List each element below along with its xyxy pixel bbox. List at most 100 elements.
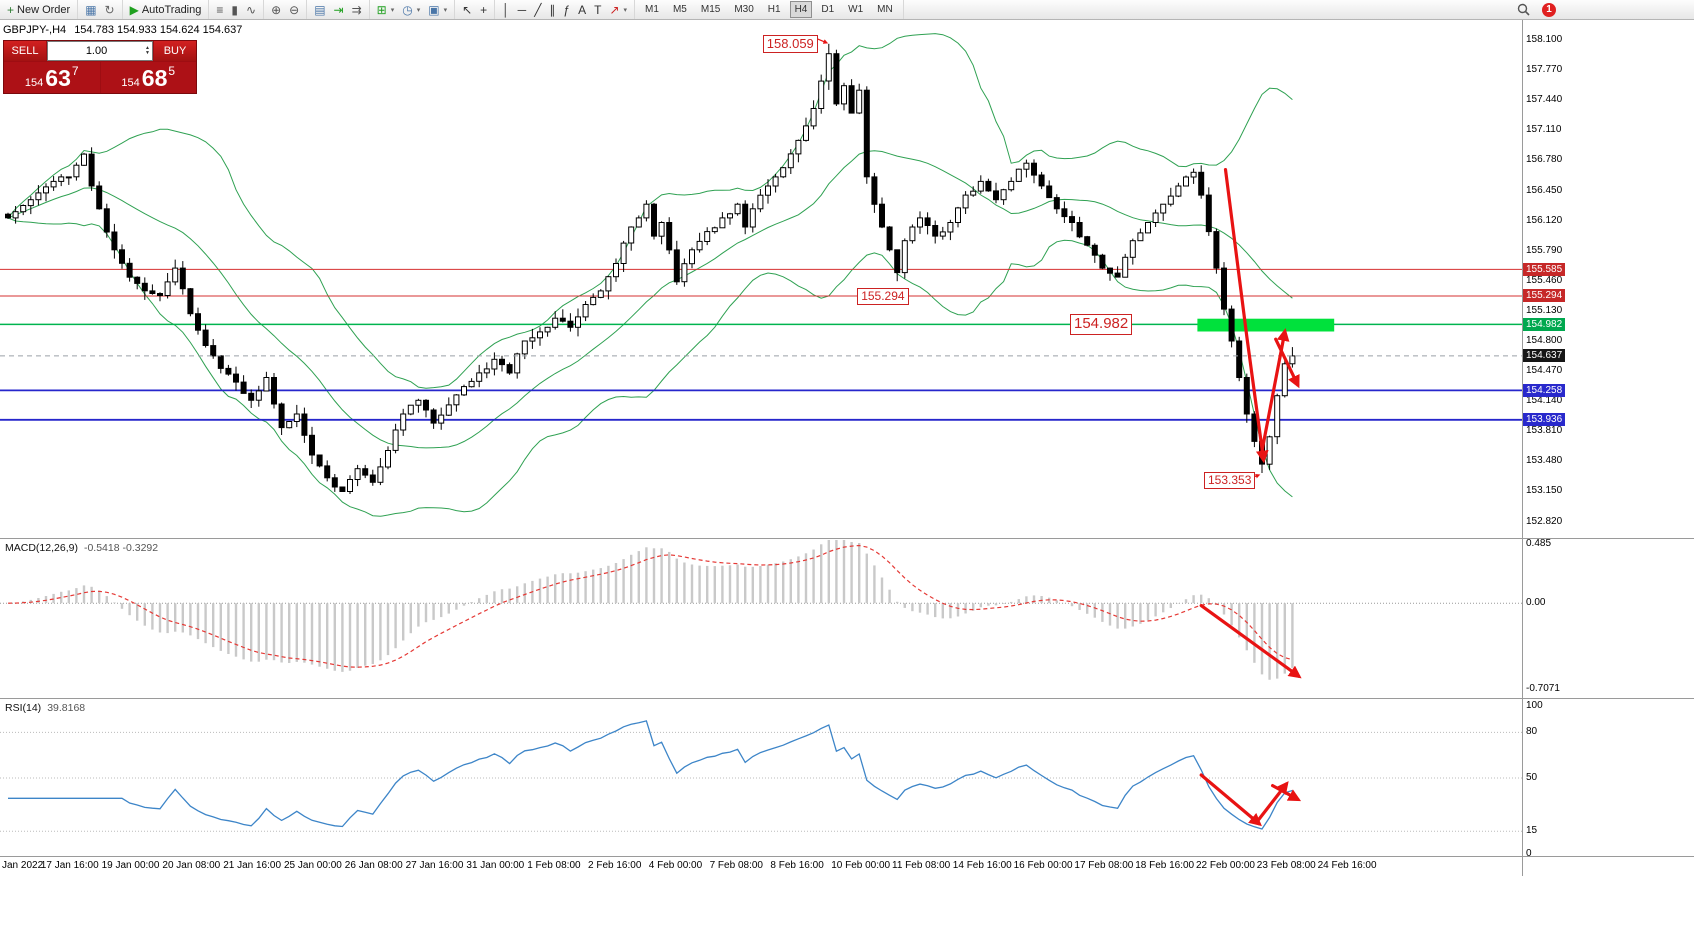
macd-header: MACD(12,26,9) -0.5418 -0.3292 — [5, 542, 158, 554]
trend-arrow[interactable] — [1223, 168, 1269, 464]
line-chart-icon[interactable]: ∿ — [243, 2, 259, 18]
trend-arrow[interactable] — [1199, 604, 1302, 679]
crosshair-icon[interactable]: + — [477, 2, 490, 18]
timeframe-m5[interactable]: M5 — [672, 4, 687, 15]
volume-value: 1.00 — [85, 45, 108, 57]
search-icon[interactable] — [1514, 2, 1533, 18]
price-axis-label: 157.440 — [1526, 94, 1563, 105]
autotrading-button[interactable]: ▶ AutoTrading — [127, 2, 205, 18]
autotrading-button-icon: ▶ — [129, 2, 139, 17]
new-order-button[interactable]: + New Order — [4, 2, 73, 18]
bar-chart-icon[interactable]: ≡ — [213, 2, 226, 18]
vertical-line-icon[interactable]: │ — [499, 2, 513, 18]
rsi-axis-label: 15 — [1526, 825, 1538, 836]
price-axis-label: 157.770 — [1526, 64, 1563, 75]
timeframe-h1[interactable]: H1 — [767, 4, 781, 15]
price-axis-border — [1522, 20, 1523, 876]
price-callout[interactable]: 158.059 — [762, 34, 818, 54]
text-icon: A — [578, 2, 587, 17]
label-icon[interactable]: T — [591, 2, 604, 18]
time-axis-label: 16 Feb 00:00 — [1013, 860, 1073, 871]
macd-panel[interactable] — [0, 540, 1522, 698]
new-order-button-icon: + — [7, 2, 15, 17]
notification-badge[interactable]: 1 — [1542, 2, 1556, 17]
time-axis-label: 18 Feb 16:00 — [1135, 860, 1195, 871]
time-axis-label: 24 Feb 16:00 — [1317, 860, 1377, 871]
templates-icon[interactable]: ▣ ▾ — [425, 2, 450, 18]
time-axis-label: 1 Feb 08:00 — [527, 860, 581, 871]
channel-icon[interactable]: ∥ — [546, 2, 558, 18]
toolbar-group: │ ─ ╱ ∥ ƒ A T ↗ ▾ — [495, 0, 636, 19]
volume-stepper[interactable]: ▲ ▼ — [145, 46, 150, 56]
toolbar-group: + New Order — [0, 0, 79, 19]
volume-input[interactable]: 1.00 ▲ ▼ — [47, 41, 153, 61]
supply-zone-rectangle[interactable] — [1197, 318, 1335, 332]
trend-arrow[interactable] — [1274, 337, 1300, 389]
chart-shift-icon[interactable]: ⇉ — [349, 2, 365, 18]
time-axis-label: 17 Jan 16:00 — [40, 860, 99, 871]
price-chart[interactable] — [0, 20, 1522, 538]
rsi-axis-label: 100 — [1526, 700, 1543, 711]
timeframe-d1[interactable]: D1 — [821, 4, 835, 15]
refresh-icon: ↻ — [104, 2, 115, 17]
trendline-icon[interactable]: ╱ — [531, 2, 544, 18]
panel-separator[interactable] — [0, 698, 1694, 699]
toolbar: + New Order ▦ ↻ ▶ AutoTrading ≡ ▮ ∿ ⊕ ⊖ ▤ ⇥ ⇉ ⊞ ▾ ◷ ▾ ▣ ▾ ↖ +… — [0, 0, 1694, 20]
price-callout[interactable]: 155.294 — [857, 287, 909, 305]
price-axis-label: 155.460 — [1526, 275, 1563, 286]
timeframe-m15[interactable]: M15 — [700, 4, 721, 15]
time-axis-label: 22 Feb 00:00 — [1196, 860, 1255, 871]
timeframe-m30[interactable]: M30 — [734, 4, 754, 15]
price-callout[interactable]: 154.982 — [1070, 314, 1133, 336]
fibonacci-icon[interactable]: ƒ — [560, 2, 573, 18]
candlestick-chart-icon[interactable]: ▮ — [228, 2, 241, 18]
panel-separator[interactable] — [0, 856, 1694, 857]
periods-icon-dropdown[interactable]: ▾ — [416, 6, 421, 14]
indicators-icon[interactable]: ⊞ ▾ — [374, 2, 398, 18]
auto-scroll-icon[interactable]: ⇥ — [331, 2, 347, 18]
arrows-icon-dropdown[interactable]: ▾ — [623, 6, 628, 14]
tile-windows-icon[interactable]: ▤ — [311, 2, 328, 18]
volume-up-icon[interactable]: ▲ — [145, 45, 150, 51]
templates-icon-dropdown[interactable]: ▾ — [443, 6, 448, 14]
text-icon[interactable]: A — [575, 2, 589, 18]
price-axis-label: 152.820 — [1526, 516, 1563, 527]
zoom-in-icon[interactable]: ⊕ — [268, 2, 284, 18]
timeframe-w1[interactable]: W1 — [848, 4, 864, 15]
timeframe-mn[interactable]: MN — [877, 4, 893, 15]
trend-arrow[interactable] — [1271, 784, 1302, 802]
timeframe-m1[interactable]: M1 — [645, 4, 659, 15]
time-axis-label: 11 Feb 08:00 — [892, 860, 951, 871]
cursor-icon[interactable]: ↖ — [459, 2, 475, 18]
arrows-icon[interactable]: ↗ ▾ — [606, 2, 630, 18]
sell-button[interactable]: SELL — [4, 41, 46, 61]
buy-button[interactable]: BUY — [154, 41, 196, 61]
periods-icon[interactable]: ◷ ▾ — [399, 2, 423, 18]
panel-separator[interactable] — [0, 538, 1694, 539]
price-callout[interactable]: 153.353 — [1204, 471, 1256, 489]
rsi-panel[interactable] — [0, 700, 1522, 856]
arrows-icon: ↗ — [609, 2, 620, 17]
candles — [5, 43, 1296, 494]
horizontal-line-icon[interactable]: ─ — [515, 2, 530, 18]
indicators-icon-dropdown[interactable]: ▾ — [390, 6, 395, 14]
volume-down-icon[interactable]: ▼ — [145, 50, 150, 56]
templates-icon: ▣ — [428, 2, 440, 17]
toolbar-groups: + New Order ▦ ↻ ▶ AutoTrading ≡ ▮ ∿ ⊕ ⊖ ▤ ⇥ ⇉ ⊞ ▾ ◷ ▾ ▣ ▾ ↖ +… — [0, 0, 904, 19]
vertical-line-icon: │ — [502, 2, 510, 17]
fibonacci-icon: ƒ — [563, 2, 571, 17]
chart-window-icon[interactable]: ▦ — [82, 2, 99, 18]
time-axis-label: 21 Jan 16:00 — [223, 860, 282, 871]
time-axis-label: 20 Jan 08:00 — [162, 860, 221, 871]
periods-icon: ◷ — [402, 2, 413, 17]
timeframe-h4[interactable]: H4 — [789, 1, 813, 18]
buy-price[interactable]: 154 68 5 — [100, 62, 196, 93]
buy-price-big-figure: 154 — [121, 77, 140, 89]
refresh-icon[interactable]: ↻ — [102, 2, 118, 18]
price-axis-label: 153.150 — [1526, 485, 1563, 496]
trend-arrow[interactable] — [1199, 773, 1262, 827]
zoom-out-icon[interactable]: ⊖ — [286, 2, 302, 18]
price-axis-label: 155.790 — [1526, 245, 1563, 256]
sell-price[interactable]: 154 63 7 — [4, 62, 100, 93]
